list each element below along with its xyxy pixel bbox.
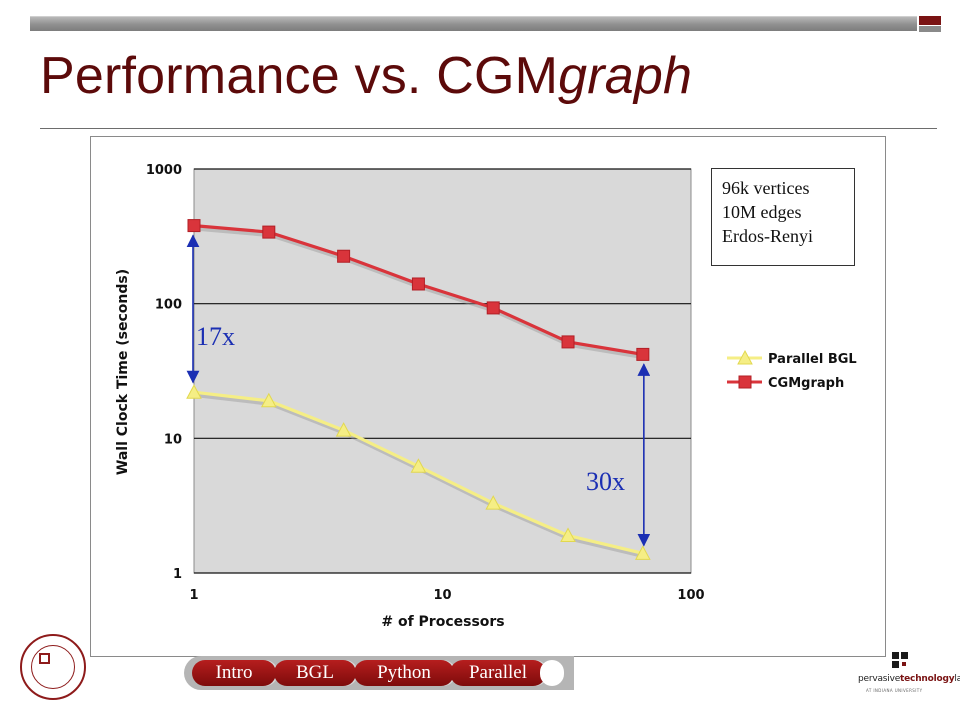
annotation-line: 10M edges bbox=[722, 202, 802, 222]
x-tick-label: 10 bbox=[433, 588, 451, 603]
seal-inner-ring bbox=[31, 645, 75, 689]
y-tick-label: 100 bbox=[155, 298, 182, 313]
data-point bbox=[634, 545, 651, 560]
legend-swatch-marker bbox=[738, 375, 752, 389]
lab-name-bold: technology bbox=[900, 674, 955, 684]
x-tick-labels: 1 10 100 bbox=[189, 588, 704, 603]
speedup-label-30x: 30x bbox=[586, 467, 625, 496]
legend-label: Parallel BGL bbox=[768, 352, 857, 367]
nav-tab-parallel[interactable]: Parallel bbox=[450, 660, 546, 686]
speedup-arrows bbox=[186, 234, 651, 547]
top-decor-block-grey bbox=[919, 26, 941, 32]
university-seal-icon bbox=[20, 634, 86, 700]
seal-center-mark bbox=[39, 653, 50, 664]
top-decor-block bbox=[919, 16, 941, 25]
data-point bbox=[411, 277, 425, 291]
data-point bbox=[410, 458, 427, 473]
data-point bbox=[337, 249, 351, 263]
top-decor-bar bbox=[30, 16, 917, 31]
data-point bbox=[485, 495, 502, 510]
lab-name: pervasivetechnologylabs bbox=[858, 674, 960, 684]
title-divider bbox=[40, 128, 937, 129]
data-series bbox=[186, 219, 651, 560]
y-tick-labels: 1 10 100 1000 bbox=[146, 163, 182, 582]
lab-logo-icon bbox=[892, 652, 908, 668]
legend-label: CGMgraph bbox=[768, 376, 844, 391]
lab-logo: pervasivetechnologylabs AT INDIANA UNIVE… bbox=[858, 652, 960, 698]
data-point bbox=[187, 219, 201, 233]
data-point bbox=[186, 384, 202, 399]
gridlines bbox=[194, 168, 691, 574]
legend-swatch-marker bbox=[737, 349, 753, 365]
annotation-line: 96k vertices bbox=[722, 178, 810, 198]
data-point bbox=[636, 347, 650, 361]
dataset-annotation: 96k vertices 10M edges Erdos-Renyi bbox=[711, 168, 855, 266]
data-point bbox=[260, 392, 277, 408]
nav-tab-bgl[interactable]: BGL bbox=[274, 660, 356, 686]
y-tick-label: 1000 bbox=[146, 163, 182, 178]
speedup-label-17x: 17x bbox=[196, 322, 235, 351]
title-text: Performance vs. CGM bbox=[40, 47, 559, 105]
x-tick-label: 100 bbox=[677, 588, 704, 603]
data-point bbox=[486, 301, 500, 315]
annotation-line: Erdos-Renyi bbox=[722, 226, 813, 246]
lab-subtitle: AT INDIANA UNIVERSITY bbox=[866, 688, 923, 693]
y-axis-label: Wall Clock Time (seconds) bbox=[115, 269, 131, 475]
x-tick-label: 1 bbox=[189, 588, 198, 603]
nav-tab-intro[interactable]: Intro bbox=[192, 660, 276, 686]
data-point bbox=[561, 335, 575, 349]
chart-legend: Parallel BGL CGMgraph bbox=[727, 349, 857, 391]
section-nav: Intro BGL Python Parallel bbox=[184, 656, 574, 690]
data-point bbox=[335, 422, 352, 437]
data-point bbox=[560, 527, 576, 542]
y-tick-label: 10 bbox=[164, 432, 182, 447]
title-italic-text: graph bbox=[558, 47, 693, 105]
slide-title: Performance vs. CGMgraph bbox=[40, 46, 692, 106]
y-tick-label: 1 bbox=[173, 567, 182, 582]
data-point bbox=[262, 225, 276, 239]
lab-name-prefix: pervasive bbox=[858, 674, 901, 684]
nav-end-cap bbox=[540, 660, 564, 686]
lab-name-suffix: labs bbox=[954, 674, 960, 684]
nav-tab-python[interactable]: Python bbox=[354, 660, 454, 686]
x-axis-label: # of Processors bbox=[381, 614, 504, 630]
